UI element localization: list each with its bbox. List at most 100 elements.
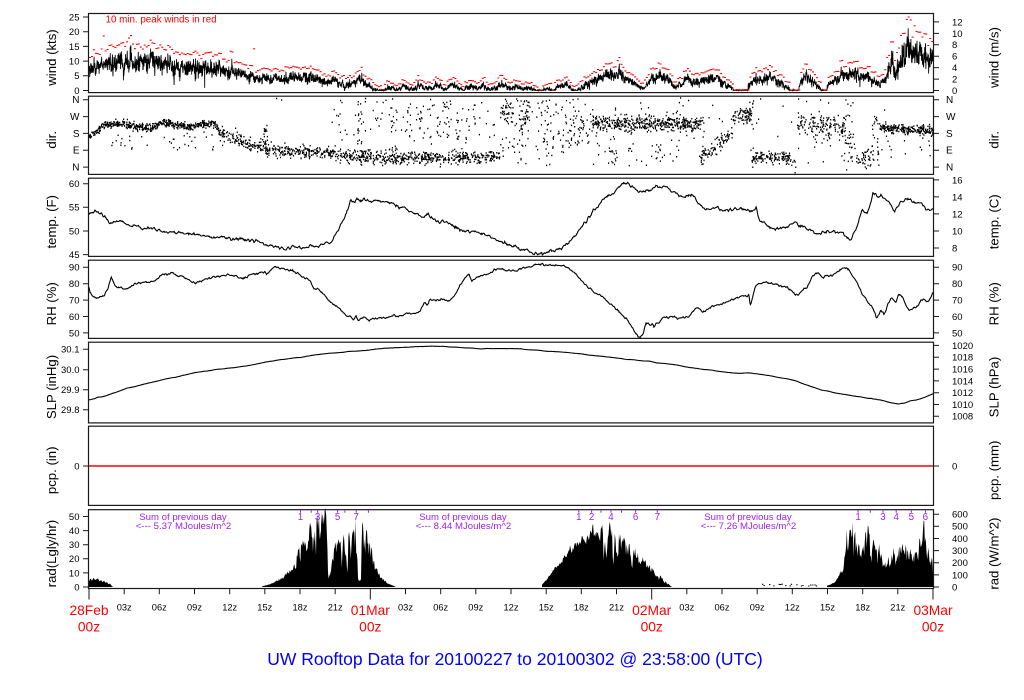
svg-text:50: 50 bbox=[69, 226, 80, 237]
svg-text:dir.: dir. bbox=[987, 131, 1002, 149]
svg-text:00z: 00z bbox=[641, 620, 663, 635]
svg-text:1: 1 bbox=[855, 512, 860, 523]
svg-text:14: 14 bbox=[952, 192, 963, 203]
svg-text:50: 50 bbox=[69, 328, 80, 339]
svg-text:55: 55 bbox=[69, 203, 80, 214]
svg-text:7: 7 bbox=[655, 512, 660, 523]
svg-text:UW Rooftop Data for 20100227: UW Rooftop Data for 20100227 to 20100302… bbox=[267, 649, 762, 669]
svg-text:00z: 00z bbox=[78, 620, 100, 635]
svg-text:<--- 8.44 MJoules/m^2: <--- 8.44 MJoules/m^2 bbox=[416, 521, 511, 532]
svg-text:90: 90 bbox=[69, 263, 80, 274]
svg-text:18z: 18z bbox=[293, 603, 308, 613]
svg-text:12z: 12z bbox=[504, 603, 519, 613]
svg-text:4: 4 bbox=[952, 63, 957, 74]
svg-text:N: N bbox=[72, 95, 79, 106]
svg-text:8: 8 bbox=[952, 40, 957, 51]
svg-text:25: 25 bbox=[69, 12, 80, 23]
svg-text:21z: 21z bbox=[328, 603, 343, 613]
svg-text:50: 50 bbox=[69, 512, 80, 523]
svg-text:<--- 7.26 MJoules/m^2: <--- 7.26 MJoules/m^2 bbox=[701, 521, 796, 532]
svg-text:4: 4 bbox=[893, 512, 899, 523]
svg-text:12z: 12z bbox=[785, 603, 800, 613]
svg-text:30: 30 bbox=[69, 540, 80, 551]
svg-text:2: 2 bbox=[952, 75, 957, 86]
svg-text:09z: 09z bbox=[187, 603, 202, 613]
svg-text:1: 1 bbox=[298, 512, 303, 523]
svg-text:SLP (inHg): SLP (inHg) bbox=[44, 355, 59, 419]
svg-text:6: 6 bbox=[952, 52, 957, 63]
svg-text:pcp. (mm): pcp. (mm) bbox=[987, 441, 1002, 500]
svg-text:E: E bbox=[946, 146, 953, 157]
svg-text:8: 8 bbox=[952, 243, 957, 254]
svg-text:5: 5 bbox=[335, 512, 341, 523]
svg-text:200: 200 bbox=[952, 558, 968, 569]
svg-text:500: 500 bbox=[952, 522, 968, 533]
svg-text:10: 10 bbox=[69, 57, 80, 68]
svg-text:06z: 06z bbox=[152, 603, 167, 613]
svg-text:1020: 1020 bbox=[952, 341, 973, 352]
svg-text:S: S bbox=[73, 129, 80, 140]
svg-text:18z: 18z bbox=[855, 603, 870, 613]
svg-text:N: N bbox=[946, 95, 953, 106]
svg-text:01Mar: 01Mar bbox=[351, 603, 391, 618]
svg-text:3: 3 bbox=[880, 512, 886, 523]
svg-text:0: 0 bbox=[74, 582, 79, 593]
svg-text:0: 0 bbox=[952, 86, 957, 97]
svg-text:00z: 00z bbox=[922, 620, 944, 635]
svg-text:06z: 06z bbox=[715, 603, 730, 613]
svg-text:10: 10 bbox=[952, 226, 963, 237]
svg-text:0: 0 bbox=[74, 461, 79, 472]
svg-text:3: 3 bbox=[315, 512, 321, 523]
svg-text:30.1: 30.1 bbox=[61, 345, 80, 356]
svg-text:09z: 09z bbox=[468, 603, 483, 613]
svg-text:03z: 03z bbox=[117, 603, 132, 613]
svg-text:W: W bbox=[946, 112, 956, 123]
svg-text:pcp. (in): pcp. (in) bbox=[44, 446, 59, 494]
svg-text:Sum of previous day: Sum of previous day bbox=[139, 512, 227, 523]
svg-text:Sum of previous day: Sum of previous day bbox=[419, 512, 507, 523]
svg-text:29.9: 29.9 bbox=[61, 385, 80, 396]
svg-text:18z: 18z bbox=[574, 603, 589, 613]
svg-text:21z: 21z bbox=[890, 603, 905, 613]
svg-text:0: 0 bbox=[952, 461, 957, 472]
svg-text:RH (%): RH (%) bbox=[987, 282, 1002, 325]
svg-text:1012: 1012 bbox=[952, 388, 973, 399]
svg-text:10 min. peak winds in red: 10 min. peak winds in red bbox=[106, 15, 217, 26]
svg-text:28Feb: 28Feb bbox=[69, 603, 108, 618]
svg-text:temp. (F): temp. (F) bbox=[44, 195, 59, 248]
svg-text:0: 0 bbox=[952, 582, 957, 593]
svg-text:40: 40 bbox=[69, 526, 80, 537]
svg-text:E: E bbox=[73, 146, 80, 157]
svg-text:80: 80 bbox=[952, 279, 963, 290]
svg-text:03z: 03z bbox=[679, 603, 694, 613]
svg-text:1010: 1010 bbox=[952, 400, 973, 411]
svg-text:1: 1 bbox=[576, 512, 581, 523]
svg-text:1018: 1018 bbox=[952, 353, 973, 364]
svg-text:4: 4 bbox=[608, 512, 614, 523]
svg-text:15z: 15z bbox=[257, 603, 272, 613]
svg-text:600: 600 bbox=[952, 510, 968, 521]
svg-text:12z: 12z bbox=[222, 603, 237, 613]
svg-text:5: 5 bbox=[74, 71, 79, 82]
svg-text:02Mar: 02Mar bbox=[632, 603, 672, 618]
svg-text:W: W bbox=[70, 112, 80, 123]
svg-text:N: N bbox=[946, 163, 953, 174]
svg-text:S: S bbox=[946, 129, 953, 140]
svg-text:21z: 21z bbox=[609, 603, 624, 613]
svg-text:70: 70 bbox=[69, 296, 80, 307]
svg-text:03z: 03z bbox=[398, 603, 413, 613]
svg-text:70: 70 bbox=[952, 296, 963, 307]
svg-text:2: 2 bbox=[589, 512, 594, 523]
svg-text:60: 60 bbox=[69, 312, 80, 323]
svg-text:N: N bbox=[72, 163, 79, 174]
svg-text:6: 6 bbox=[633, 512, 639, 523]
svg-text:dir.: dir. bbox=[44, 131, 59, 149]
svg-text:30.0: 30.0 bbox=[61, 365, 80, 376]
svg-text:RH (%): RH (%) bbox=[44, 282, 59, 325]
svg-text:15: 15 bbox=[69, 42, 80, 53]
svg-text:temp. (C): temp. (C) bbox=[987, 194, 1002, 249]
svg-text:6: 6 bbox=[923, 512, 929, 523]
svg-text:SLP (hPa): SLP (hPa) bbox=[987, 357, 1002, 418]
svg-text:rad (W/m^2): rad (W/m^2) bbox=[987, 518, 1002, 590]
svg-text:300: 300 bbox=[952, 546, 968, 557]
